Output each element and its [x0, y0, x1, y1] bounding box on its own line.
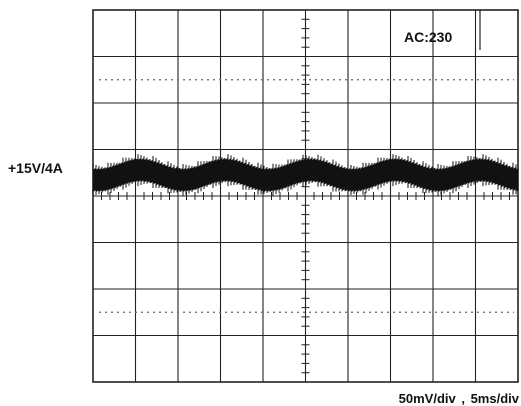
scale-label: 50mV/div , 5ms/div — [398, 391, 519, 406]
trace-label: +15V/4A — [8, 160, 63, 176]
trace-noise — [92, 154, 517, 196]
input-voltage-label: AC:230 — [404, 29, 453, 45]
